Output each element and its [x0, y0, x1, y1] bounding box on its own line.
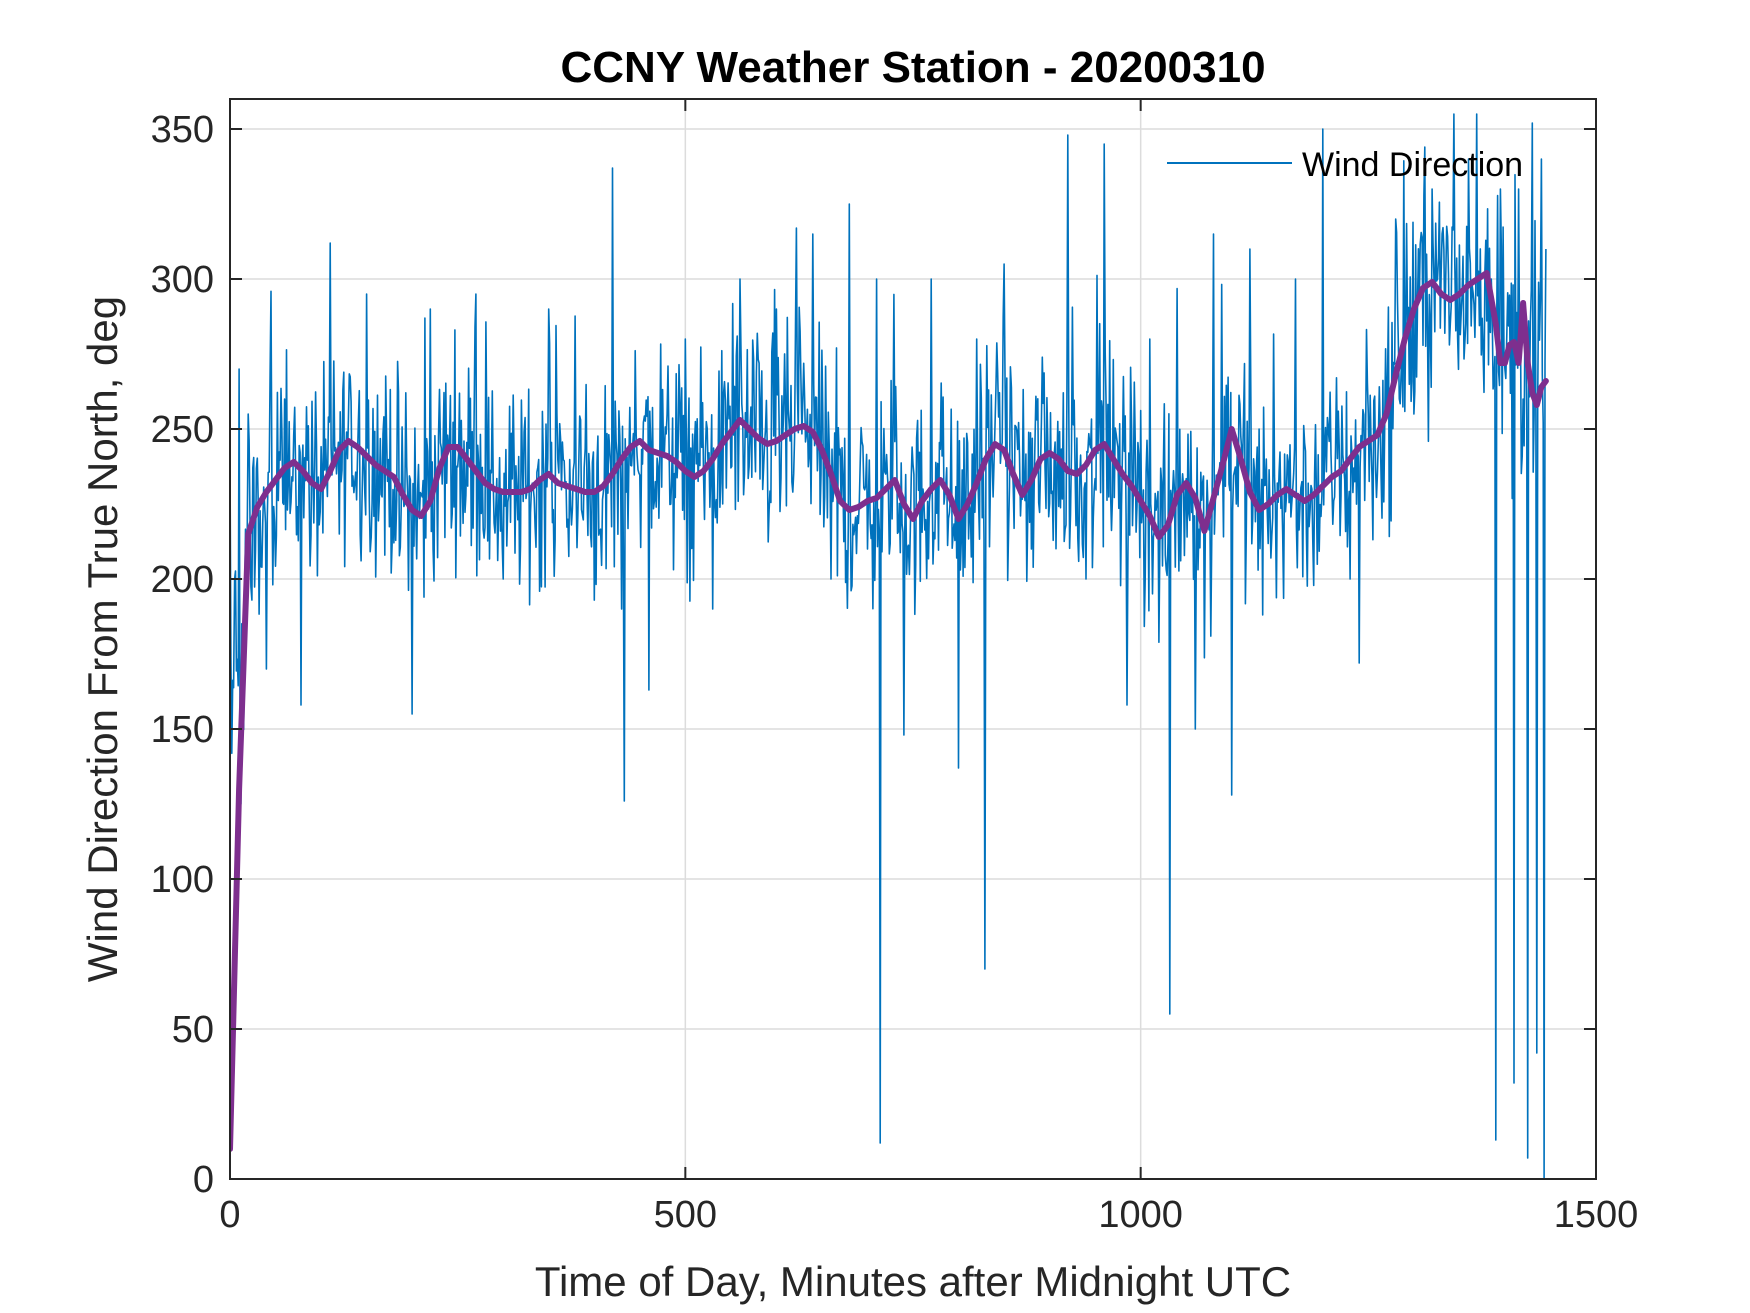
x-tick-label: 500 — [654, 1194, 717, 1236]
x-tick-label: 1000 — [1098, 1194, 1183, 1236]
series-line-smoothed — [230, 270, 1549, 1152]
y-tick-label: 250 — [151, 409, 214, 451]
x-tick-label: 1500 — [1554, 1194, 1639, 1236]
y-tick-label: 50 — [172, 1009, 214, 1051]
x-tick-label: 0 — [219, 1194, 240, 1236]
y-tick-label: 100 — [151, 859, 214, 901]
legend: Wind Direction — [1167, 146, 1523, 184]
y-axis-label: Wind Direction From True North, deg — [79, 296, 126, 982]
axes-frame — [229, 98, 1597, 1180]
axis-ticks: 0 500 1000 1500 0 50 100 150 200 250 300 350 — [151, 99, 1639, 1236]
series-layer — [230, 113, 1549, 1179]
y-tick-label: 200 — [151, 559, 214, 601]
y-tick-label: 150 — [151, 709, 214, 751]
y-tick-label: 300 — [151, 259, 214, 301]
y-tick-label: 0 — [193, 1159, 214, 1201]
legend-label-wind-direction: Wind Direction — [1302, 146, 1523, 184]
plot-area — [230, 99, 1596, 1179]
chart-title: CCNY Weather Station - 20200310 — [560, 43, 1265, 92]
y-tick-label: 350 — [151, 109, 214, 151]
x-axis-label: Time of Day, Minutes after Midnight UTC — [535, 1258, 1291, 1305]
